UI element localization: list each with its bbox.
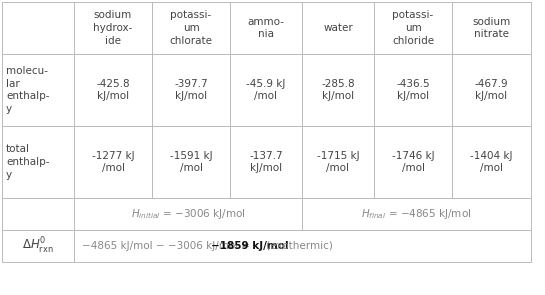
Bar — [230, 2, 302, 54]
Text: -1404 kJ
/mol: -1404 kJ /mol — [470, 151, 513, 173]
Bar — [302, 198, 531, 230]
Bar — [74, 126, 152, 198]
Text: -1715 kJ
/mol: -1715 kJ /mol — [317, 151, 359, 173]
Text: potassi-
um
chloride: potassi- um chloride — [392, 10, 434, 46]
Bar — [452, 2, 531, 54]
Bar — [152, 126, 230, 198]
Bar — [74, 2, 152, 54]
Bar — [2, 54, 74, 126]
Bar — [302, 126, 374, 198]
Text: sodium
hydrox-
ide: sodium hydrox- ide — [93, 10, 132, 46]
Text: -467.9
kJ/mol: -467.9 kJ/mol — [475, 78, 508, 101]
Bar — [452, 126, 531, 198]
Text: potassi-
um
chlorate: potassi- um chlorate — [169, 10, 213, 46]
Text: -1277 kJ
/mol: -1277 kJ /mol — [92, 151, 134, 173]
Bar — [230, 126, 302, 198]
Text: $H_{\mathit{final}}$ = −4865 kJ/mol: $H_{\mathit{final}}$ = −4865 kJ/mol — [361, 207, 472, 221]
Text: sodium
nitrate: sodium nitrate — [473, 17, 511, 40]
Bar — [74, 198, 302, 230]
Text: -425.8
kJ/mol: -425.8 kJ/mol — [96, 78, 130, 101]
Bar — [374, 126, 452, 198]
Bar — [74, 54, 152, 126]
Text: -285.8
kJ/mol: -285.8 kJ/mol — [321, 78, 355, 101]
Text: total
enthalp-
y: total enthalp- y — [6, 144, 50, 180]
Text: molecu-
lar
enthalp-
y: molecu- lar enthalp- y — [6, 66, 50, 114]
Bar — [74, 230, 531, 262]
Text: -1591 kJ
/mol: -1591 kJ /mol — [169, 151, 213, 173]
Text: −1859 kJ/mol: −1859 kJ/mol — [211, 241, 289, 251]
Text: -1746 kJ
/mol: -1746 kJ /mol — [392, 151, 434, 173]
Bar — [152, 54, 230, 126]
Text: (exothermic): (exothermic) — [263, 241, 332, 251]
Bar — [452, 54, 531, 126]
Text: $\Delta H^0_{\mathrm{rxn}}$: $\Delta H^0_{\mathrm{rxn}}$ — [22, 236, 54, 256]
Text: -436.5
kJ/mol: -436.5 kJ/mol — [396, 78, 430, 101]
Bar — [152, 2, 230, 54]
Bar — [302, 54, 374, 126]
Bar — [302, 2, 374, 54]
Text: -137.7
kJ/mol: -137.7 kJ/mol — [249, 151, 283, 173]
Bar — [2, 126, 74, 198]
Bar — [374, 2, 452, 54]
Text: -397.7
kJ/mol: -397.7 kJ/mol — [174, 78, 208, 101]
Text: −4865 kJ/mol − −3006 kJ/mol =: −4865 kJ/mol − −3006 kJ/mol = — [82, 241, 253, 251]
Bar — [2, 230, 74, 262]
Text: $H_{\mathit{initial}}$ = −3006 kJ/mol: $H_{\mathit{initial}}$ = −3006 kJ/mol — [131, 207, 245, 221]
Bar — [2, 2, 74, 54]
Bar — [230, 54, 302, 126]
Text: -45.9 kJ
/mol: -45.9 kJ /mol — [246, 78, 286, 101]
Bar — [2, 198, 74, 230]
Bar — [374, 54, 452, 126]
Text: water: water — [323, 23, 353, 33]
Text: ammo-
nia: ammo- nia — [247, 17, 284, 40]
